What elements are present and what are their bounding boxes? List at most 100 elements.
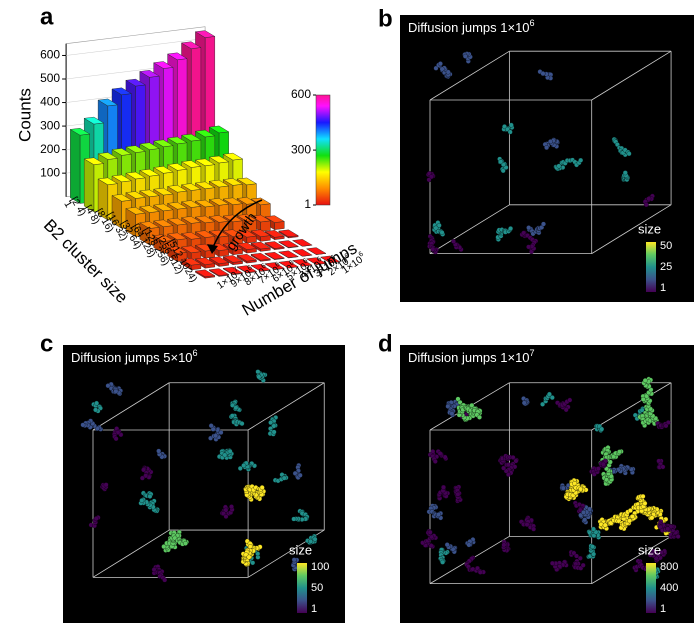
atom bbox=[478, 570, 483, 575]
y-tick-label: 600 bbox=[40, 48, 60, 62]
atom bbox=[502, 543, 507, 548]
atom bbox=[433, 459, 438, 464]
atom bbox=[599, 427, 604, 432]
atom bbox=[440, 560, 445, 565]
atom bbox=[623, 171, 628, 176]
colorbar bbox=[316, 95, 330, 205]
atom bbox=[617, 450, 622, 455]
atom bbox=[450, 411, 455, 416]
atom bbox=[81, 423, 86, 428]
atom bbox=[228, 449, 233, 454]
atom bbox=[568, 398, 573, 403]
colorbar bbox=[646, 563, 656, 613]
atom bbox=[581, 563, 586, 568]
atom bbox=[550, 395, 555, 400]
atom bbox=[467, 543, 472, 548]
atom bbox=[440, 230, 445, 235]
y-axis-title: Counts bbox=[15, 88, 34, 142]
atom bbox=[140, 498, 145, 503]
colorbar-tick-label: 1 bbox=[304, 197, 311, 211]
atom bbox=[526, 245, 531, 250]
colorbar-tick-label: 25 bbox=[660, 261, 672, 273]
colorbar-tick-label: 600 bbox=[291, 87, 311, 101]
atom bbox=[643, 378, 648, 383]
atom bbox=[183, 541, 188, 546]
atom bbox=[428, 530, 433, 535]
colorbar-tick-label: 100 bbox=[311, 561, 329, 573]
atom bbox=[238, 466, 243, 471]
panel-title-exp: 6 bbox=[530, 18, 535, 28]
atom bbox=[561, 486, 566, 491]
colorbar-title: size bbox=[289, 542, 312, 557]
atom bbox=[250, 561, 255, 566]
bar-side bbox=[70, 129, 80, 203]
panel-title: Diffusion jumps 1×107 bbox=[408, 348, 535, 365]
panel-title-exp: 6 bbox=[193, 348, 198, 358]
colorbar-tick-label: 800 bbox=[660, 561, 678, 573]
atom bbox=[292, 517, 297, 522]
panel-title-base: Diffusion jumps 5×10 bbox=[71, 350, 193, 365]
atom bbox=[630, 514, 635, 519]
atom bbox=[140, 476, 145, 481]
colorbar-tick-label: 1 bbox=[311, 603, 317, 615]
atom bbox=[313, 537, 318, 542]
colorbar-tick-label: 1 bbox=[660, 603, 666, 615]
atom bbox=[451, 239, 456, 244]
panel-title: Diffusion jumps 5×106 bbox=[71, 348, 198, 365]
colorbar-tick-label: 400 bbox=[660, 582, 678, 594]
panel-label: a bbox=[40, 3, 54, 30]
atom bbox=[209, 423, 214, 428]
atom bbox=[156, 449, 161, 454]
atom bbox=[578, 158, 583, 163]
atom bbox=[247, 555, 252, 560]
atom bbox=[436, 512, 441, 517]
atom bbox=[550, 561, 555, 566]
atom bbox=[508, 130, 513, 135]
atom bbox=[257, 375, 262, 380]
atom bbox=[582, 518, 587, 523]
atom bbox=[438, 451, 443, 456]
atom bbox=[114, 389, 119, 394]
atom bbox=[587, 507, 592, 512]
atom bbox=[627, 151, 632, 156]
atom bbox=[581, 510, 586, 515]
colorbar bbox=[297, 563, 307, 613]
atom bbox=[456, 492, 461, 497]
atom bbox=[591, 527, 596, 532]
bar-front bbox=[261, 221, 271, 232]
atom bbox=[431, 247, 436, 252]
panel-title-exp: 7 bbox=[530, 348, 535, 358]
atom bbox=[666, 527, 671, 532]
atom bbox=[298, 473, 303, 478]
atom bbox=[93, 408, 98, 413]
atom bbox=[282, 476, 287, 481]
y-tick-label: 100 bbox=[40, 165, 60, 179]
y-tick-label: 500 bbox=[40, 71, 60, 85]
atom bbox=[240, 421, 245, 426]
atom bbox=[438, 61, 443, 66]
colorbar-tick-label: 50 bbox=[660, 240, 672, 252]
atom bbox=[508, 226, 513, 231]
y-tick-label: 400 bbox=[40, 95, 60, 109]
y-tick-label: 300 bbox=[40, 118, 60, 132]
atom bbox=[541, 222, 546, 227]
atom bbox=[229, 504, 234, 509]
colorbar-tick-label: 50 bbox=[311, 582, 323, 594]
y-tick-label: 200 bbox=[40, 142, 60, 156]
atom bbox=[445, 542, 450, 547]
atom bbox=[441, 485, 446, 490]
atom bbox=[541, 71, 546, 76]
panel-title-base: Diffusion jumps 1×10 bbox=[408, 350, 530, 365]
atom bbox=[162, 578, 167, 583]
atom bbox=[590, 544, 595, 549]
atom bbox=[292, 558, 297, 563]
atom bbox=[114, 436, 119, 441]
atom bbox=[526, 225, 531, 230]
atom bbox=[427, 178, 432, 183]
atom bbox=[644, 202, 649, 207]
atom bbox=[544, 145, 549, 150]
atom bbox=[234, 405, 239, 410]
panel-title: Diffusion jumps 1×106 bbox=[408, 18, 535, 35]
atom bbox=[94, 516, 99, 521]
atom bbox=[463, 54, 468, 59]
